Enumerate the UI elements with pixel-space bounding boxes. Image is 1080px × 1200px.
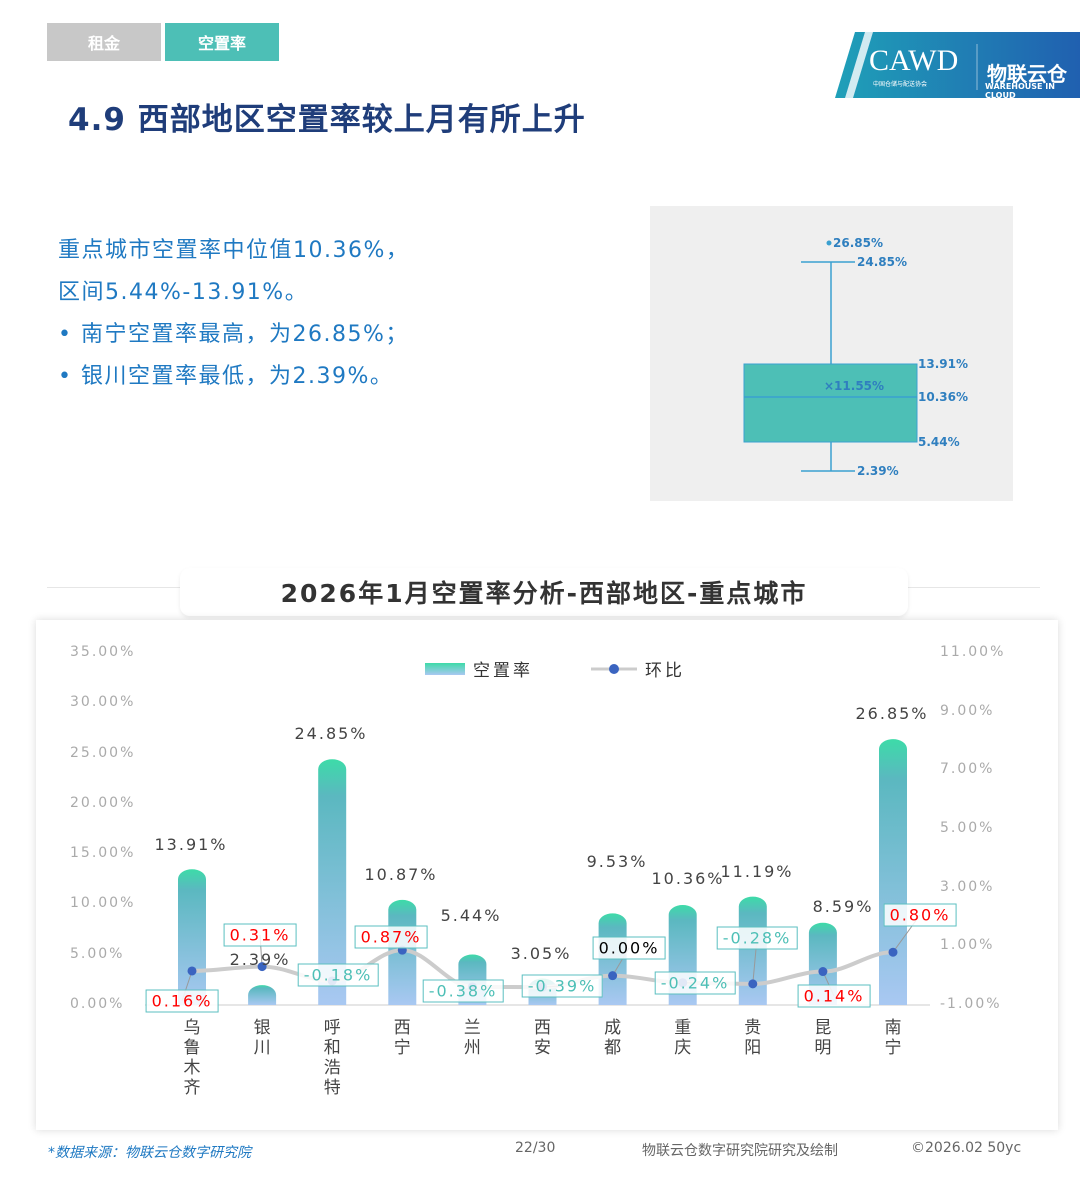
credit: 物联云仓数字研究院研究及绘制	[642, 1143, 838, 1159]
x-tick-label: 成都	[604, 1018, 622, 1058]
mom-value-label: 0.87%	[354, 925, 428, 949]
mom-dot-1	[257, 962, 267, 972]
x-tick-label: 昆明	[814, 1018, 832, 1058]
y-right-tick: 9.00%	[940, 702, 995, 719]
bar-value-label: 3.05%	[510, 944, 572, 963]
outlier-label: 26.85%	[833, 236, 883, 250]
legend-bar-swatch	[425, 662, 465, 675]
y-left-tick: 15.00%	[70, 845, 136, 862]
bullet-2: • 银川空置率最低，为2.39%。	[58, 364, 394, 389]
boxplot-box	[743, 363, 918, 443]
mom-value-label: 0.14%	[797, 984, 871, 1008]
y-right-tick: 7.00%	[940, 761, 995, 778]
bar-8	[738, 896, 767, 1005]
x-tick-label: 西宁	[393, 1018, 411, 1058]
x-tick-label: 兰州	[463, 1018, 481, 1058]
median-label: 10.36%	[918, 390, 968, 404]
tab-rent[interactable]: 租金	[47, 23, 161, 61]
bar-1	[248, 985, 277, 1005]
mean-label: ×11.55%	[824, 379, 885, 393]
y-left-tick: 30.00%	[70, 694, 136, 711]
max-label: 24.85%	[857, 255, 907, 269]
chart-title: 2026年1月空置率分析-西部地区-重点城市	[180, 568, 908, 616]
y-left-tick: 20.00%	[70, 794, 136, 811]
bullet-1: • 南宁空置率最高，为26.85%；	[58, 322, 409, 347]
data-source: *数据来源：物联云仓数字研究院	[48, 1145, 251, 1161]
legend: 空置率 环比	[425, 656, 685, 681]
mom-value-label: -0.18%	[297, 963, 379, 987]
y-left-tick: 10.00%	[70, 895, 136, 912]
page-title: 4.9 西部地区空置率较上月有所上升	[68, 102, 586, 138]
x-tick-label: 银川	[253, 1018, 271, 1058]
bar-value-label: 10.87%	[364, 865, 438, 884]
bar-2	[318, 759, 347, 1005]
x-tick-label: 南宁	[884, 1018, 902, 1058]
mom-value-label: 0.31%	[223, 923, 297, 947]
mom-value-label: -0.24%	[654, 971, 736, 995]
boxplot-outlier	[826, 240, 832, 246]
mom-value-label: 0.80%	[883, 903, 957, 927]
page-number: 22/30	[515, 1140, 556, 1156]
q1-label: 5.44%	[918, 435, 960, 449]
legend-label-vacancy: 空置率	[473, 661, 533, 681]
logo: CAWD 中国仓储与配送协会 物联云仓 WAREHOUSE IN CLOUD	[835, 32, 1080, 100]
mom-value-label: -0.38%	[422, 979, 504, 1003]
bar-10	[879, 739, 908, 1005]
bar-value-label: 9.53%	[586, 852, 648, 871]
bar-value-label: 5.44%	[440, 906, 502, 925]
bar-9	[808, 922, 837, 1005]
mom-dot-0	[187, 966, 197, 976]
bar-value-label: 26.85%	[855, 704, 929, 723]
mom-value-label: 0.16%	[145, 989, 219, 1013]
boxplot	[743, 240, 918, 472]
x-tick-label: 乌鲁木齐	[183, 1018, 201, 1098]
intro-line-1: 重点城市空置率中位值10.36%，	[58, 238, 410, 263]
q3-label: 13.91%	[918, 357, 968, 371]
mom-dot-8	[748, 979, 758, 989]
x-tick-label: 西安	[534, 1018, 551, 1058]
bullet-text: 南宁空置率最高，为26.85%；	[80, 322, 409, 347]
legend-line-swatch	[591, 663, 637, 674]
y-right-tick: 1.00%	[940, 937, 995, 954]
y-right-tick: 3.00%	[940, 878, 995, 895]
mom-dot-10	[888, 947, 898, 957]
y-left-tick: 5.00%	[70, 945, 125, 962]
bar-value-label: 11.19%	[720, 862, 794, 881]
x-tick-label: 贵阳	[744, 1018, 762, 1058]
bar-value-label: 13.91%	[154, 835, 228, 854]
copyright: ©2026.02 50yc	[911, 1140, 1022, 1156]
mom-dot-6	[608, 971, 618, 981]
x-tick-label: 呼和浩特	[323, 1018, 341, 1098]
tab-vacancy[interactable]: 空置率	[165, 23, 279, 61]
y-right-tick: 5.00%	[940, 820, 995, 836]
mom-value-label: 0.00%	[592, 936, 666, 960]
y-left-tick: 0.00%	[70, 996, 125, 1012]
legend-label-mom: 环比	[645, 661, 685, 681]
bar-value-label: 24.85%	[294, 724, 368, 743]
bar-0	[178, 869, 206, 1005]
boxplot-panel: 26.85% 24.85% 13.91% ×11.55% 10.36% 5.44…	[650, 206, 1013, 501]
intro-line-2: 区间5.44%-13.91%。	[58, 280, 309, 305]
mom-dot-9	[818, 967, 828, 977]
min-label: 2.39%	[857, 464, 899, 478]
x-tick-label: 重庆	[674, 1018, 692, 1058]
y-left-tick: 35.00%	[70, 644, 136, 660]
mom-value-label: -0.39%	[521, 974, 603, 998]
y-left-tick: 25.00%	[70, 744, 136, 761]
y-right-tick: 11.00%	[940, 644, 1006, 660]
bar-value-label: 8.59%	[812, 897, 874, 916]
y-right-tick: -1.00%	[940, 996, 1002, 1012]
bar-value-label: 10.36%	[651, 869, 725, 888]
bar-value-label: 2.39%	[229, 950, 291, 969]
mom-value-label: -0.28%	[716, 926, 798, 950]
bullet-text: 银川空置率最低，为2.39%。	[80, 364, 394, 389]
